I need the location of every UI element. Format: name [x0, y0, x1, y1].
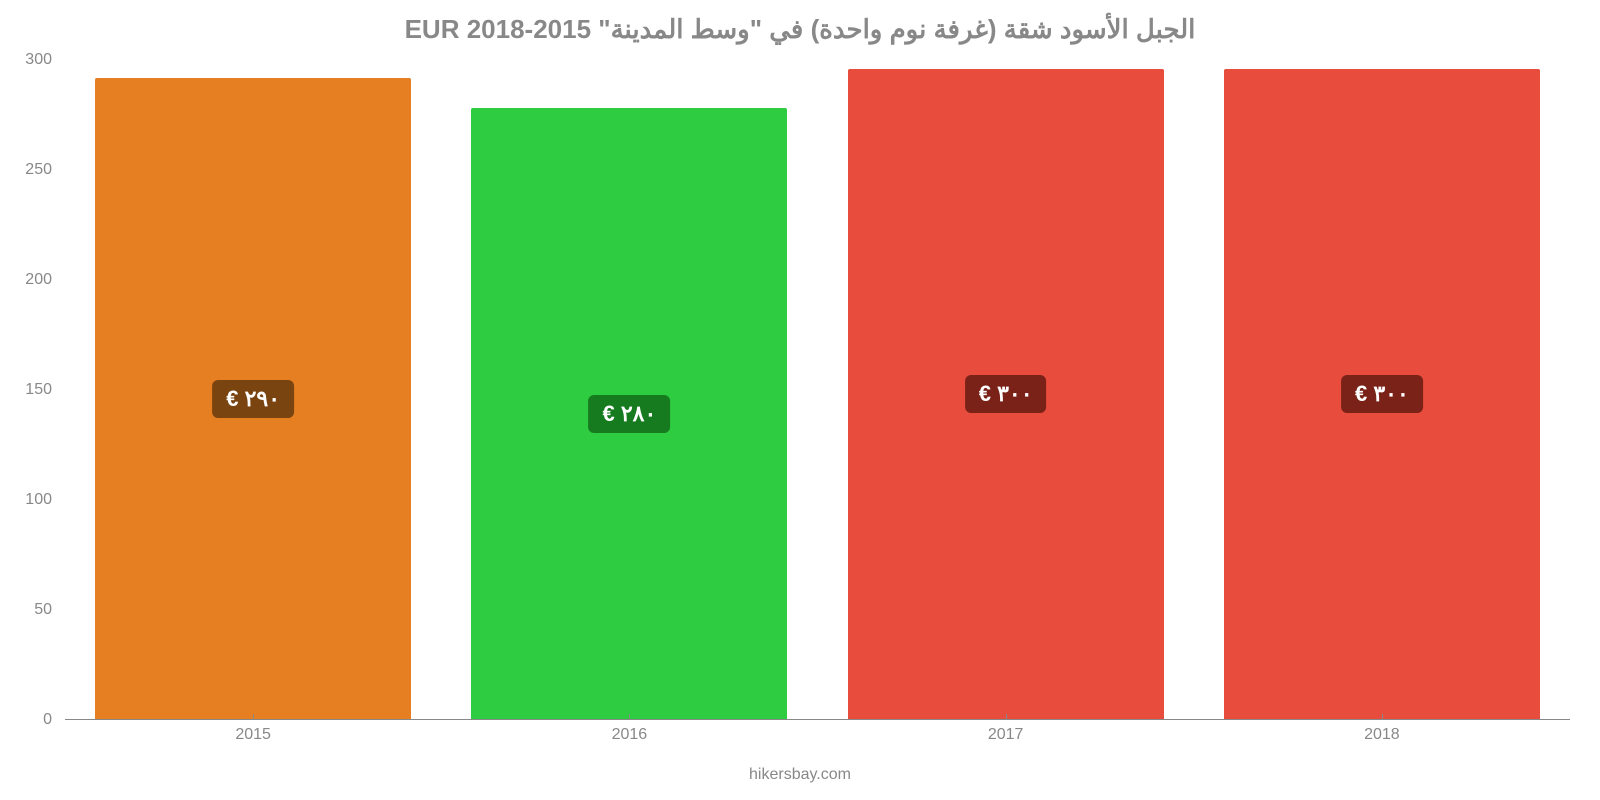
- y-tick-label: 300: [2, 51, 52, 69]
- bar: ٣٠٠ €: [848, 69, 1164, 720]
- bar-value-label: ٣٠٠ €: [965, 375, 1047, 413]
- x-tick-label: 2017: [818, 726, 1194, 750]
- y-tick-label: 250: [2, 161, 52, 179]
- bar-slot: ٢٩٠ €: [65, 60, 441, 720]
- x-tick-mark: [253, 714, 254, 720]
- x-tick-label: 2018: [1194, 726, 1570, 750]
- bar: ٣٠٠ €: [1224, 69, 1540, 720]
- bar-slot: ٣٠٠ €: [818, 60, 1194, 720]
- y-tick-label: 50: [2, 601, 52, 619]
- y-axis: 050100150200250300: [0, 60, 60, 720]
- bar-slot: ٢٨٠ €: [441, 60, 817, 720]
- bar-slot: ٣٠٠ €: [1194, 60, 1570, 720]
- y-tick-label: 200: [2, 271, 52, 289]
- bar-value-label: ٢٨٠ €: [588, 395, 670, 433]
- y-tick-label: 150: [2, 381, 52, 399]
- chart-title: الجبل الأسود شقة (غرفة نوم واحدة) في "وس…: [0, 0, 1600, 45]
- x-axis-baseline: [65, 719, 1570, 720]
- x-tick-mark: [629, 714, 630, 720]
- y-tick-label: 0: [2, 711, 52, 729]
- x-tick-label: 2016: [441, 726, 817, 750]
- bar-value-label: ٢٩٠ €: [212, 380, 294, 418]
- bar: ٢٩٠ €: [95, 78, 411, 720]
- plot-area: ٢٩٠ € ٢٨٠ € ٣٠٠ € ٣٠٠ €: [65, 60, 1570, 720]
- chart-container: الجبل الأسود شقة (غرفة نوم واحدة) في "وس…: [0, 0, 1600, 800]
- source-label: hikersbay.com: [0, 766, 1600, 784]
- x-tick-mark: [1382, 714, 1383, 720]
- bar: ٢٨٠ €: [471, 108, 787, 720]
- x-tick-label: 2015: [65, 726, 441, 750]
- bar-value-label: ٣٠٠ €: [1341, 375, 1423, 413]
- x-axis-labels: 2015201620172018: [65, 726, 1570, 750]
- x-tick-mark: [1006, 714, 1007, 720]
- bars-group: ٢٩٠ € ٢٨٠ € ٣٠٠ € ٣٠٠ €: [65, 60, 1570, 720]
- y-tick-label: 100: [2, 491, 52, 509]
